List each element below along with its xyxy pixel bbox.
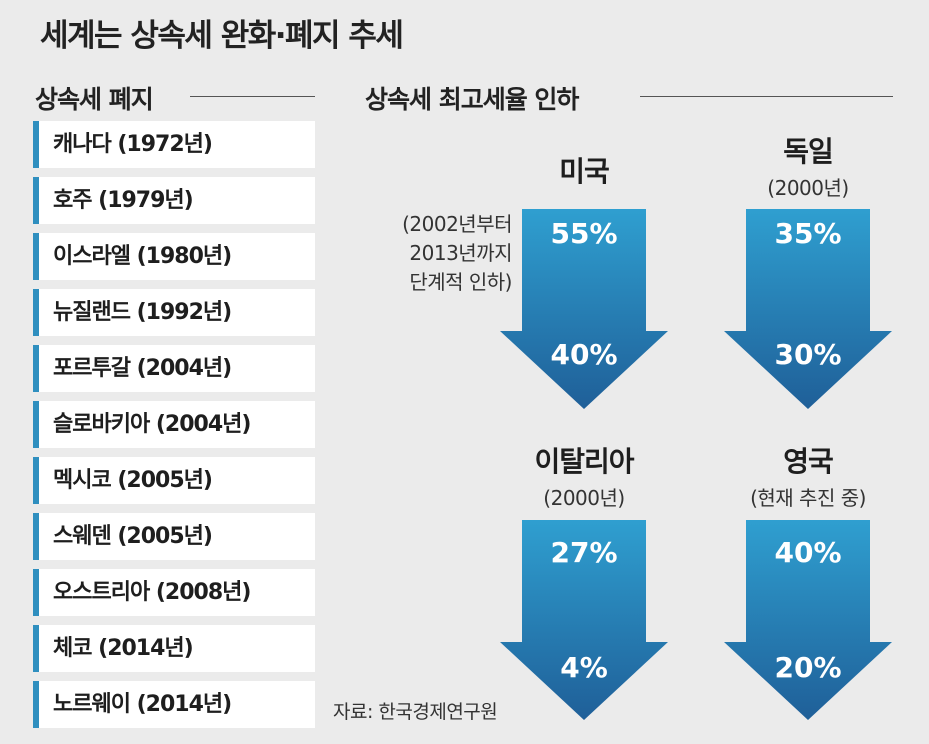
- list-item: 뉴질랜드 (1992년): [33, 289, 315, 336]
- country-label-uk: 영국: [783, 445, 834, 478]
- country-note-germany: (2000년): [767, 176, 849, 200]
- list-item: 오스트리아 (2008년): [33, 569, 315, 616]
- rate-from-label: 55%: [550, 217, 617, 250]
- rate-arrow-germany: 35% 30%: [724, 209, 892, 409]
- list-item: 캐나다 (1972년): [33, 121, 315, 168]
- country-label-italy: 이탈리아: [534, 445, 634, 478]
- list-item: 스웨덴 (2005년): [33, 513, 315, 560]
- rate-arrow-uk: 40% 20%: [724, 520, 892, 720]
- list-item: 체코 (2014년): [33, 625, 315, 672]
- rate-from-label: 35%: [774, 217, 841, 250]
- list-item: 노르웨이 (2014년): [33, 681, 315, 728]
- us-note-line: (2002년부터: [402, 212, 512, 236]
- rate-cut-heading-rule: [640, 96, 893, 97]
- list-item: 슬로바키아 (2004년): [33, 401, 315, 448]
- rate-from-label: 40%: [774, 536, 841, 569]
- rate-from-label: 27%: [550, 536, 617, 569]
- abolition-list: 캐나다 (1972년) 호주 (1979년) 이스라엘 (1980년) 뉴질랜드…: [33, 121, 315, 737]
- list-item: 호주 (1979년): [33, 177, 315, 224]
- rate-to-label: 40%: [550, 338, 617, 371]
- rate-to-label: 30%: [774, 338, 841, 371]
- list-item: 이스라엘 (1980년): [33, 233, 315, 280]
- rate-cut-heading: 상속세 최고세율 인하: [365, 85, 579, 114]
- us-note-line: 2013년까지: [409, 241, 512, 265]
- arrow-shape: [500, 520, 668, 720]
- arrow-shape: [724, 209, 892, 409]
- us-note: (2002년부터 2013년까지 단계적 인하): [352, 210, 512, 297]
- country-label-germany: 독일: [783, 135, 834, 168]
- country-label-us: 미국: [559, 155, 610, 188]
- rate-to-label: 4%: [560, 651, 608, 684]
- rate-to-label: 20%: [774, 651, 841, 684]
- abolition-heading: 상속세 폐지: [35, 85, 154, 114]
- list-item: 멕시코 (2005년): [33, 457, 315, 504]
- page-title: 세계는 상속세 완화·폐지 추세: [40, 18, 404, 54]
- rate-arrow-us: 55% 40%: [500, 209, 668, 409]
- arrow-shape: [724, 520, 892, 720]
- rate-arrow-italy: 27% 4%: [500, 520, 668, 720]
- abolition-heading-rule: [190, 96, 315, 97]
- country-note-italy: (2000년): [543, 486, 625, 510]
- list-item: 포르투갈 (2004년): [33, 345, 315, 392]
- source-note: 자료: 한국경제연구원: [333, 701, 498, 723]
- us-note-line: 단계적 인하): [409, 270, 512, 294]
- country-note-uk: (현재 추진 중): [750, 486, 866, 510]
- arrow-shape: [500, 209, 668, 409]
